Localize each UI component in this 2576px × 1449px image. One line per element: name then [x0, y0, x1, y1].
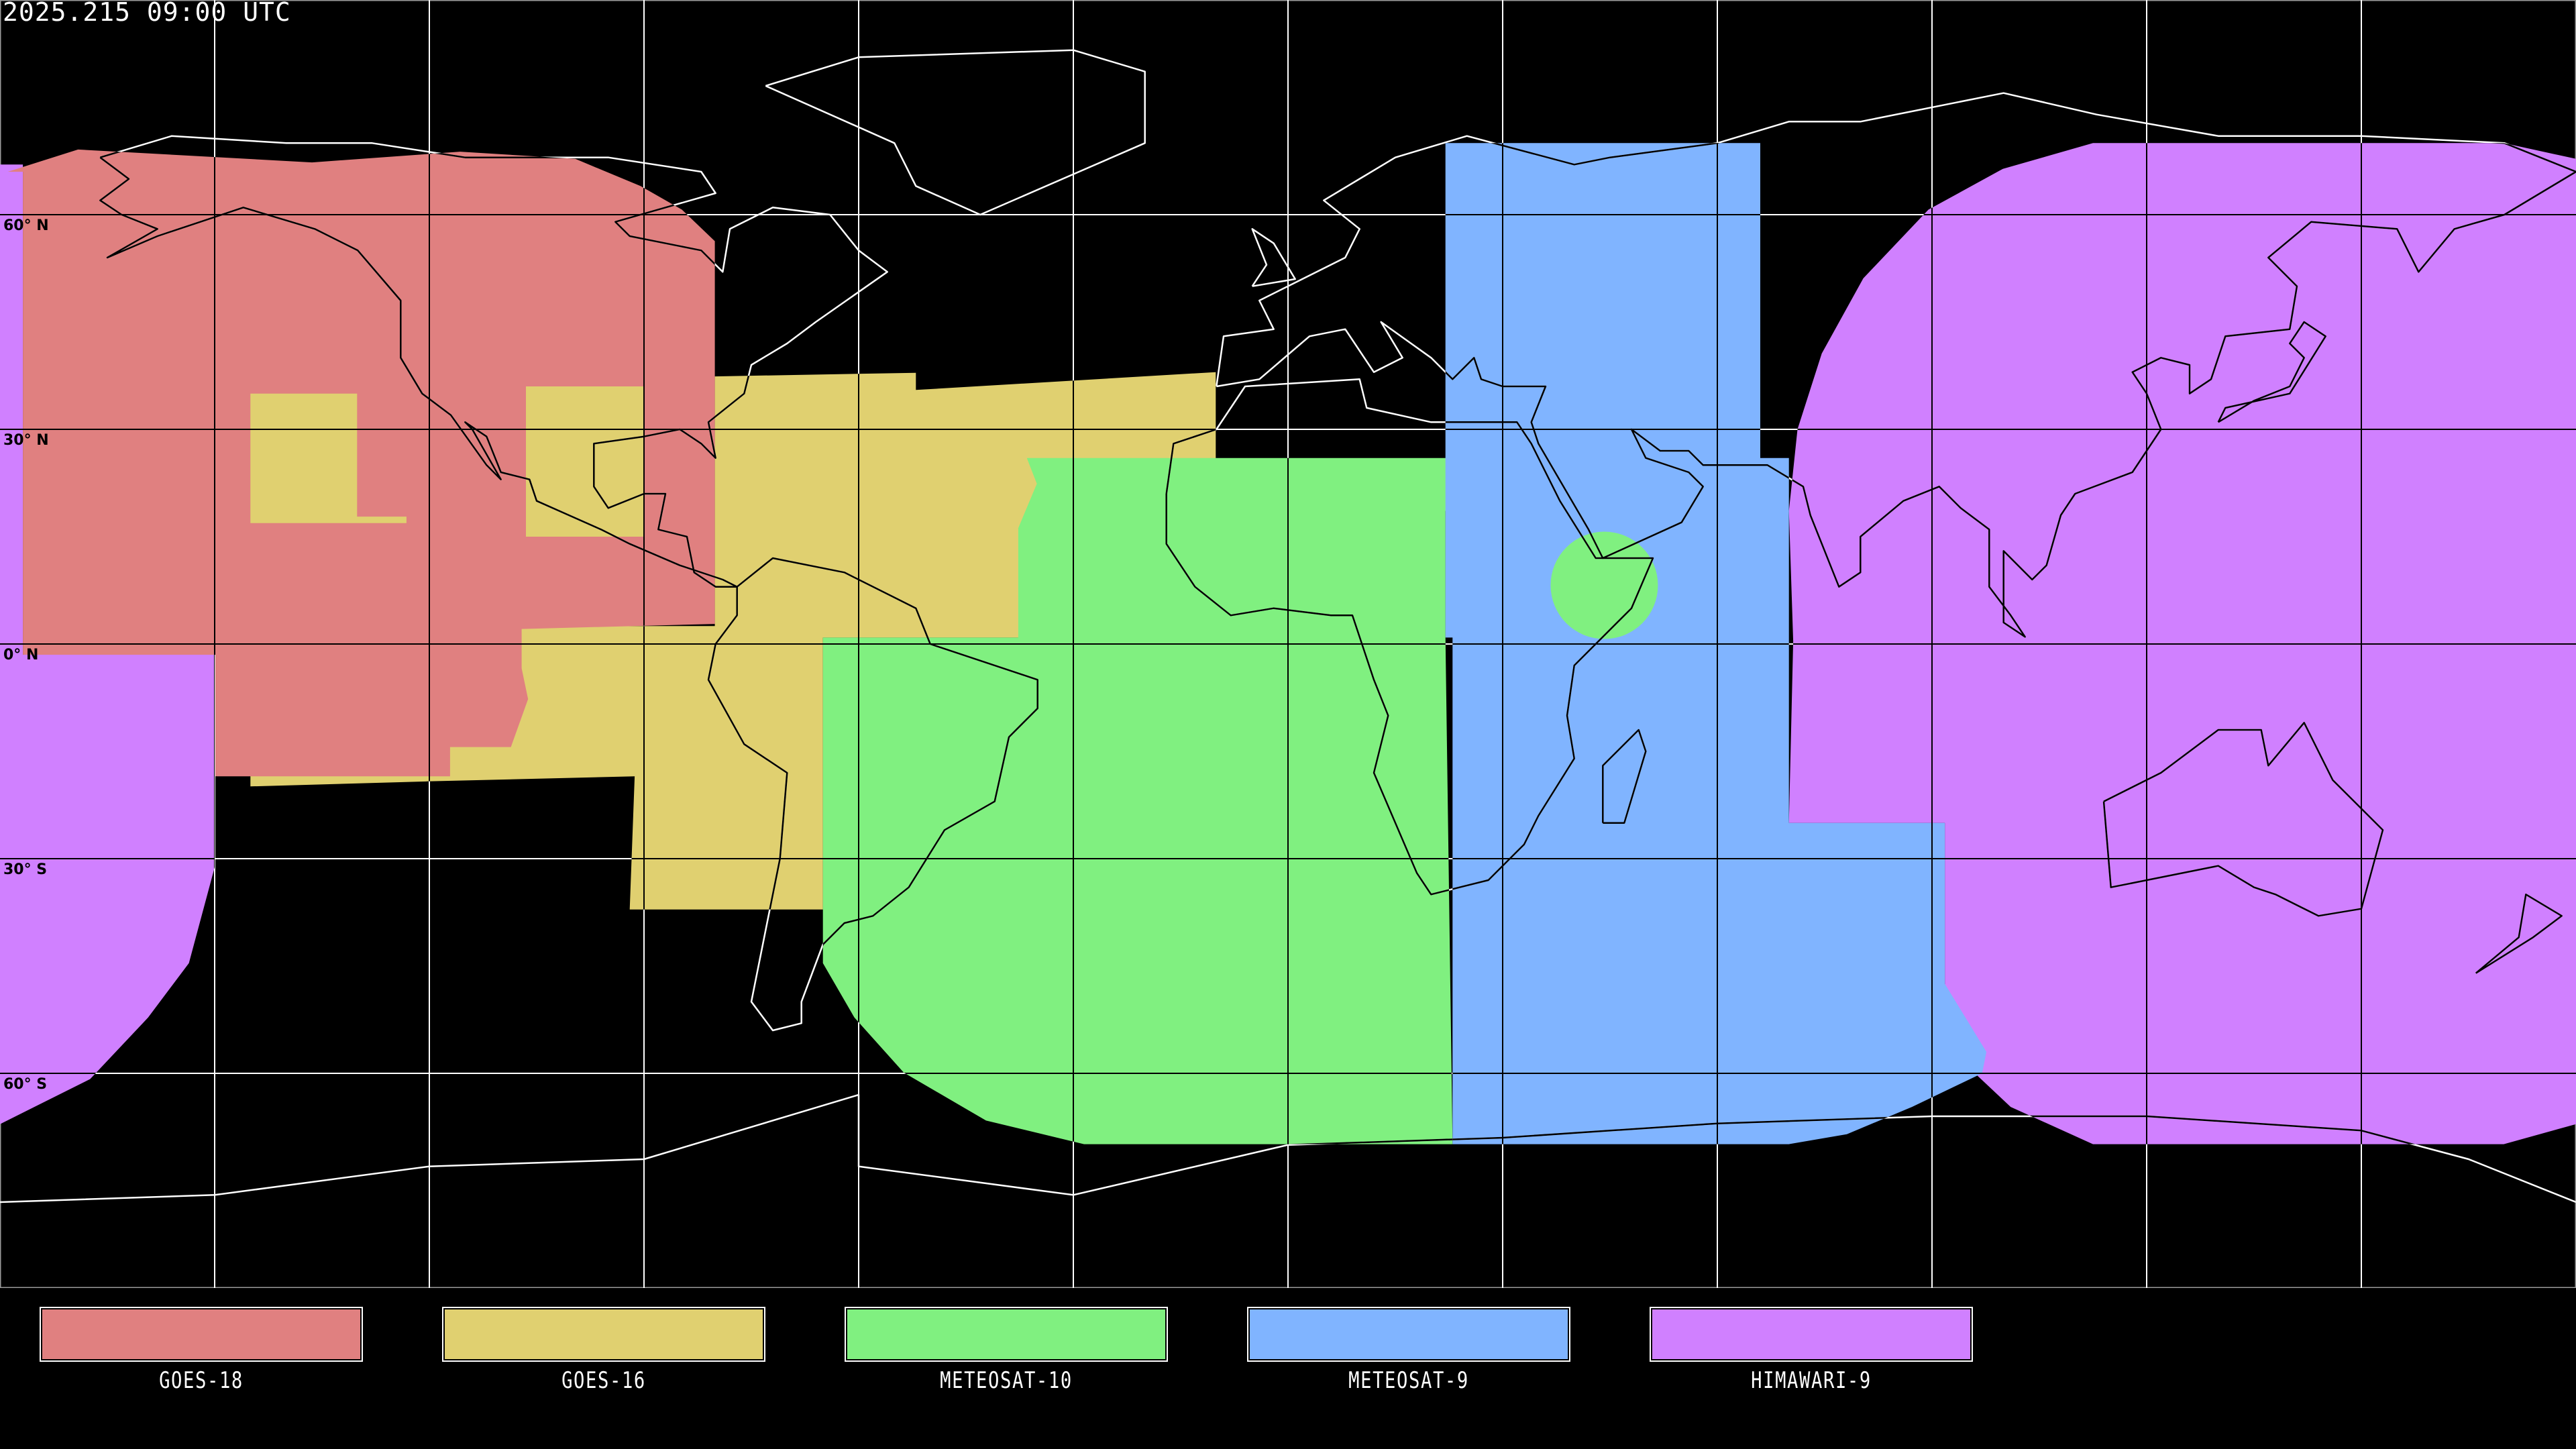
coverage-goes-16: [526, 386, 643, 537]
coastline: [1602, 729, 1647, 824]
legend-label: HIMAWARI-9: [1751, 1367, 1872, 1394]
coverage-goes-18: [7, 149, 715, 777]
coverage-layer: [0, 143, 2576, 1144]
coastline: [765, 49, 1146, 216]
legend-label: GOES-18: [159, 1367, 244, 1394]
legend-item-goes-18: GOES-18: [40, 1307, 363, 1394]
legend-label: GOES-16: [561, 1367, 646, 1394]
coastline: [2102, 722, 2384, 917]
coastline: [2217, 321, 2326, 423]
lat-label: 0° N: [3, 647, 39, 663]
coastline: [1251, 228, 1296, 287]
legend-item-himawari-9: HIMAWARI-9: [1650, 1307, 1973, 1394]
lat-label: 30° N: [3, 432, 49, 449]
coverage-goes-16: [250, 372, 1216, 910]
coastline: [2475, 894, 2563, 974]
legend-item-goes-16: GOES-16: [442, 1307, 765, 1394]
coastline: [99, 143, 888, 588]
timestamp-title: 2025.215 09:00 UTC: [3, 0, 291, 27]
legend-item-meteosat-10: METEOSAT-10: [845, 1307, 1168, 1394]
coastline: [707, 557, 1038, 1032]
lat-label: 30° S: [3, 861, 48, 878]
coverage-map: [0, 0, 2576, 1288]
legend-swatch: [1650, 1307, 1973, 1362]
lat-label: 60° S: [3, 1076, 48, 1093]
legend-swatch: [40, 1307, 363, 1362]
coverage-himawari-9: [0, 164, 215, 1124]
legend-label: METEOSAT-9: [1348, 1367, 1469, 1394]
lat-label: 60° N: [3, 217, 49, 234]
legend-swatch: [442, 1307, 765, 1362]
coastline: [1216, 143, 2576, 638]
legend-item-meteosat-9: METEOSAT-9: [1247, 1307, 1570, 1394]
coverage-meteosat-10: [822, 458, 1477, 1144]
legend-label: METEOSAT-10: [940, 1367, 1073, 1394]
legend-swatch: [1247, 1307, 1570, 1362]
coastline: [0, 1093, 2576, 1144]
legend-swatch: [845, 1307, 1168, 1362]
coverage-goes-16: [250, 393, 407, 523]
